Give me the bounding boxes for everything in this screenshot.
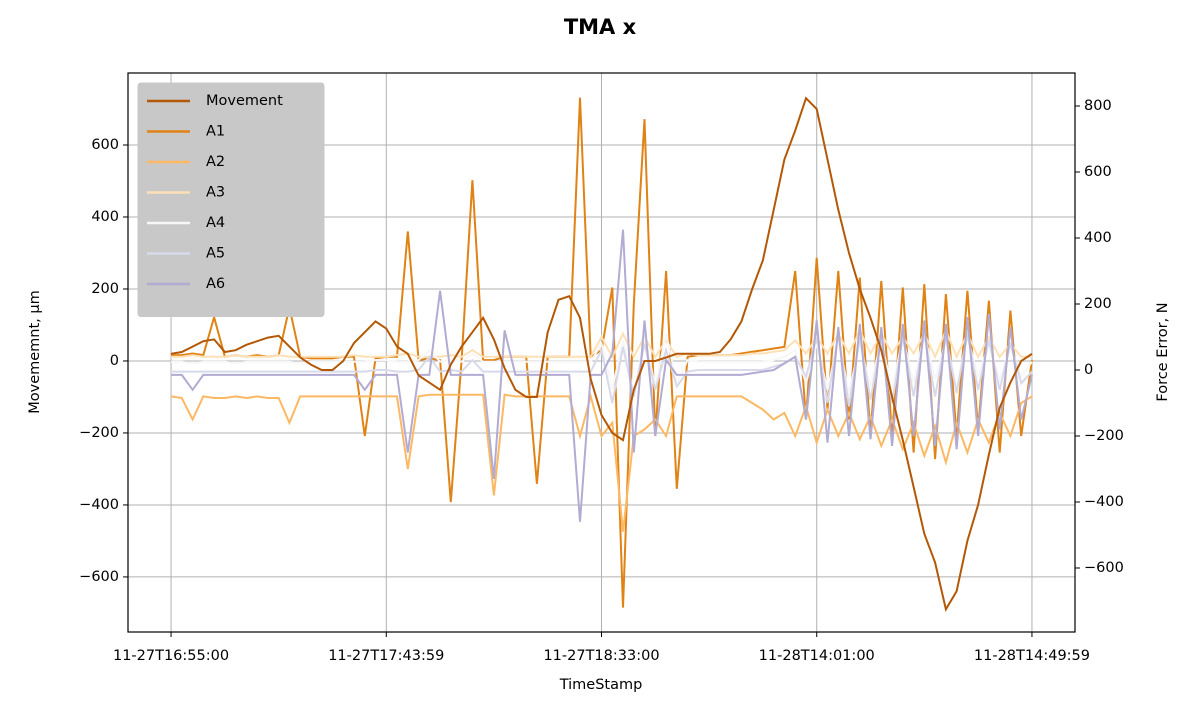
series-line [171,327,1032,360]
x-tick-label: 11-28T14:49:59 [974,648,1090,664]
y2-tick-label: 0 [1084,362,1093,378]
x-axis-label: TimeStamp [559,677,643,693]
y2-axis-label: Force Error, N [1155,302,1171,401]
x-tick-label: 11-28T14:01:00 [759,648,875,664]
y2-tick-label: −200 [1084,428,1124,444]
chart-title: TMA x [564,15,637,39]
y2-tick-label: −400 [1084,494,1124,510]
y-axis-label: Movememnt, μm [27,290,43,414]
legend-label: A1 [206,124,225,140]
x-tick-label: 11-27T18:33:00 [543,648,659,664]
legend-box [137,82,325,317]
y-tick-label: 200 [91,281,119,297]
legend-label: Movement [206,93,283,109]
y2-tick-label: 800 [1084,98,1112,114]
legend-label: A6 [206,276,225,292]
series-line [170,392,1033,532]
legend-label: A3 [206,185,225,201]
series-line [170,96,1033,612]
y2-tick-label: 400 [1084,230,1112,246]
y2-tick-label: −600 [1084,560,1124,576]
series-line [171,229,1033,522]
x-tick-label: 11-27T16:55:00 [113,648,229,664]
series-line [171,333,1033,397]
y2-tick-label: 200 [1084,296,1112,312]
y-tick-label: −200 [79,425,119,441]
y-tick-label: 400 [91,209,119,225]
plot-frame [127,72,1076,633]
y-tick-label: −400 [79,497,119,513]
legend-label: A4 [206,215,225,231]
y2-tick-label: 600 [1084,164,1112,180]
legend-label: A5 [206,246,225,262]
legend-label: A2 [206,154,225,170]
y-tick-label: 600 [91,137,119,153]
y-tick-label: 0 [110,353,119,369]
x-tick-label: 11-27T17:43:59 [328,648,444,664]
y-tick-label: −600 [79,569,119,585]
